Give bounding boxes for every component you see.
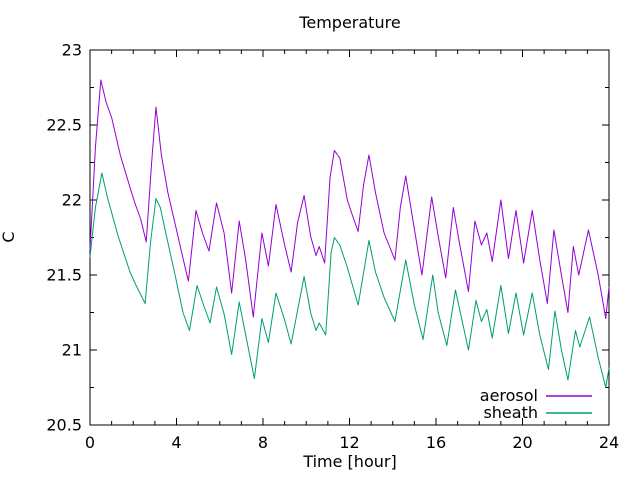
x-axis-label: Time [hour] <box>302 452 396 471</box>
legend-label-aerosol: aerosol <box>480 386 538 405</box>
y-tick-label: 22 <box>62 191 82 210</box>
y-axis-label: C <box>0 231 18 242</box>
x-tick-label: 24 <box>599 433 619 452</box>
y-tick-label: 20.5 <box>46 416 82 435</box>
y-tick-label: 23 <box>62 41 82 60</box>
legend: aerosol sheath <box>480 386 592 422</box>
y-tick-label: 22.5 <box>46 116 82 135</box>
sheath-line <box>89 172 610 388</box>
legend-label-sheath: sheath <box>483 403 538 422</box>
x-tick-label: 0 <box>85 433 95 452</box>
x-tick-label: 20 <box>512 433 532 452</box>
x-tick-label: 16 <box>426 433 446 452</box>
plot-border <box>89 49 610 426</box>
x-tick-label: 4 <box>171 433 181 452</box>
x-tick-label: 8 <box>258 433 268 452</box>
y-tick-label: 21.5 <box>46 266 82 285</box>
chart-title: Temperature <box>298 13 400 32</box>
y-tick-label: 21 <box>62 341 82 360</box>
tick-layer: 0 4 8 12 16 20 24 23 22.5 22 21.5 21 20.5 <box>46 41 619 453</box>
x-tick-label: 12 <box>339 433 359 452</box>
aerosol-line <box>89 79 610 319</box>
